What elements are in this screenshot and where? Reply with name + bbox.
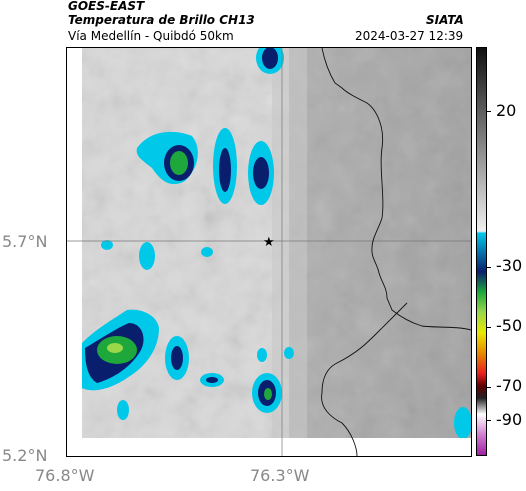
admin-border (321, 48, 471, 331)
cb-tick-m50 (486, 327, 491, 328)
cb-label-m30: -30 (496, 256, 523, 275)
cb-label-m90: -90 (496, 410, 523, 429)
map-image: ★ (67, 48, 471, 456)
region-label: Vía Medellín - Quibdó 50km (68, 29, 234, 43)
datetime-label: 2024-03-27 12:39 (355, 29, 464, 43)
star-icon: ★ (263, 235, 275, 250)
cb-label-m50: -50 (496, 316, 523, 335)
cb-label-20: 20 (496, 101, 517, 120)
satellite-title: GOES-EAST (68, 0, 145, 13)
org-label: SIATA (426, 13, 464, 27)
lat-label-5.2: 5.2°N (2, 446, 48, 465)
satellite-map[interactable]: ★ (66, 47, 472, 457)
colorbar (476, 47, 487, 456)
cb-tick-m70 (486, 387, 491, 388)
cb-tick-20 (486, 111, 491, 112)
cloud-cells (82, 48, 471, 439)
lon-label-76.3: 76.3°W (250, 466, 310, 485)
lat-label-5.7: 5.7°N (2, 232, 48, 251)
cb-label-m70: -70 (496, 376, 523, 395)
lon-label-76.8: 76.8°W (35, 466, 95, 485)
product-title: Temperatura de Brillo CH13 (68, 13, 255, 27)
cb-tick-m90 (486, 420, 491, 421)
cb-tick-m30 (486, 267, 491, 268)
admin-border-2 (321, 302, 408, 456)
